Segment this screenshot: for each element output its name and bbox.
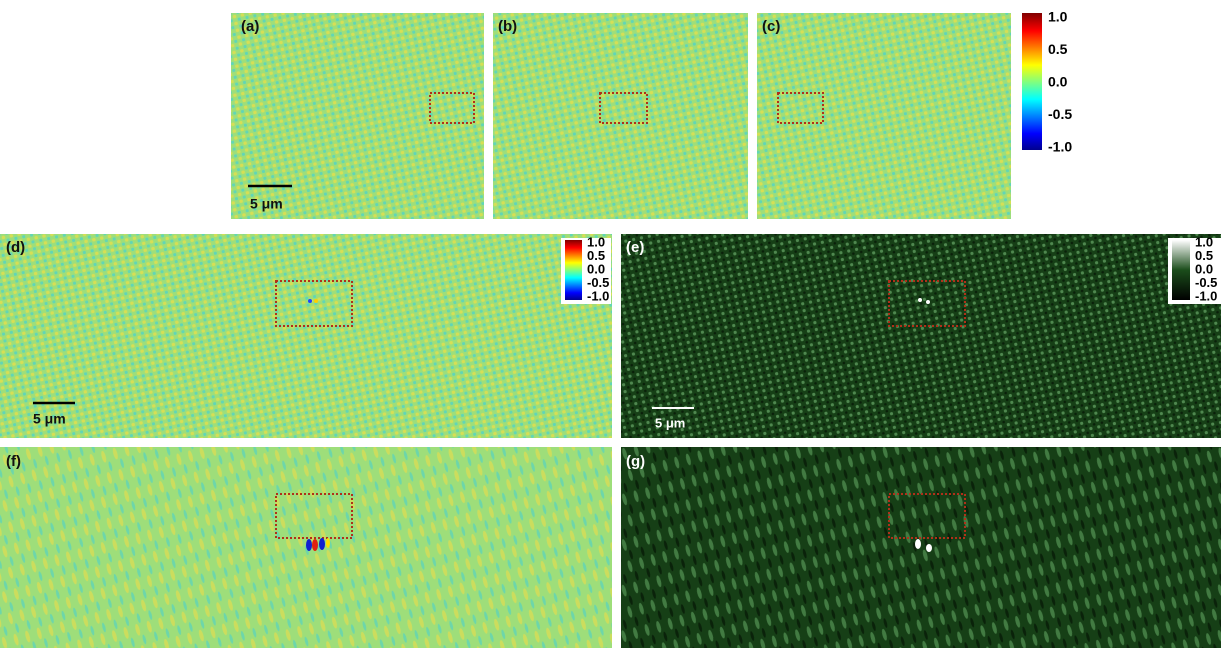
- panel-image: [621, 234, 1221, 438]
- colorbar: [565, 240, 582, 300]
- colorbar: [1172, 240, 1190, 300]
- panel-image: [0, 447, 612, 648]
- colorbar-tick-label: 0.5: [1048, 41, 1068, 57]
- colorbar-tick-label: -1.0: [587, 288, 609, 303]
- scale-bar-label: 5 μm: [250, 196, 283, 212]
- panel-image: [0, 234, 612, 438]
- panel-label: (g): [626, 453, 645, 470]
- panel-image: [493, 13, 748, 219]
- panel-label: (b): [498, 18, 517, 35]
- colorbar: [1022, 13, 1042, 150]
- colorbar-tick-label: -0.5: [1048, 106, 1072, 122]
- colorbar-tick-label: -1.0: [1048, 139, 1072, 155]
- panel-label: (f): [6, 453, 21, 470]
- panel-label: (c): [762, 18, 780, 35]
- panel-image: [231, 13, 484, 219]
- panel-label: (e): [626, 239, 644, 256]
- colorbar-tick-label: 0.0: [1048, 74, 1068, 90]
- panel-image: [621, 447, 1221, 648]
- scale-bar-label: 5 μm: [655, 415, 685, 430]
- colorbar-tick-label: -1.0: [1195, 288, 1217, 303]
- panel-label: (d): [6, 239, 25, 256]
- panel-image: [757, 13, 1011, 219]
- scale-bar-label: 5 μm: [33, 411, 66, 427]
- panel-label: (a): [241, 18, 259, 35]
- figure: (a) (b) (c) (d) (e) (f) (g) 5 μm 5 μm 5 …: [0, 0, 1221, 648]
- colorbar-tick-label: 1.0: [1048, 9, 1068, 25]
